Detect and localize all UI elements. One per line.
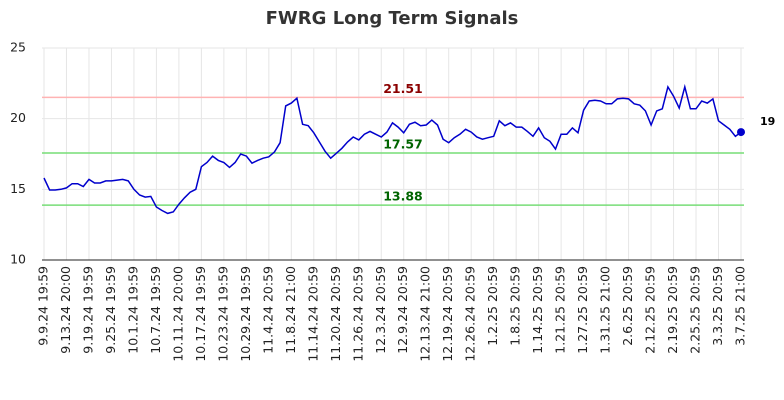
- x-tick-label: 9.25.24 19:59: [103, 266, 118, 354]
- x-tick-label: 12.26.24 20:59: [463, 266, 478, 362]
- last-point: [737, 128, 745, 137]
- x-tick-label: 3.7.25 21:00: [733, 266, 748, 346]
- x-tick-label: 2.19.25 20:59: [665, 266, 680, 354]
- x-tick-label: 10.29.24 19:59: [238, 266, 253, 362]
- reference-label: 17.57: [383, 137, 423, 152]
- x-tick-label: 12.3.24 20:59: [373, 266, 388, 354]
- x-tick-label: 10.23.24 19:59: [215, 266, 230, 362]
- reference-label: 13.88: [383, 189, 423, 204]
- x-tick-label: 10.1.24 19:59: [125, 266, 140, 354]
- x-tick-label: 11.4.24 20:59: [260, 266, 275, 354]
- y-tick-label: 25: [10, 40, 26, 55]
- x-tick-label: 9.13.24 20:00: [58, 266, 73, 354]
- x-tick-label: 10.17.24 19:59: [193, 266, 208, 362]
- y-tick-label: 10: [10, 252, 26, 267]
- x-tick-label: 2.6.25 20:59: [620, 266, 635, 346]
- chart-title: FWRG Long Term Signals: [266, 8, 519, 29]
- x-tick-label: 10.11.24 20:00: [170, 266, 185, 362]
- x-tick-label: 10.7.24 19:59: [148, 266, 163, 354]
- x-tick-label: 12.19.24 20:59: [440, 266, 455, 362]
- x-tick-label: 9.19.24 19:59: [80, 266, 95, 354]
- x-tick-label: 2.25.25 20:59: [688, 266, 703, 354]
- x-tick-label: 1.14.25 20:59: [530, 266, 545, 354]
- last-value-label: 19: [760, 115, 775, 128]
- y-tick-label: 15: [10, 181, 26, 196]
- x-tick-label: 1.31.25 21:00: [598, 266, 613, 354]
- x-tick-label: 3.3.25 20:59: [710, 266, 725, 346]
- x-tick-label: 9.9.24 19:59: [36, 266, 51, 346]
- x-tick-label: 11.26.24 20:59: [350, 266, 365, 362]
- y-tick-label: 20: [10, 110, 26, 125]
- x-tick-label: 1.21.25 20:59: [553, 266, 568, 354]
- x-tick-label: 2.12.25 20:59: [643, 266, 658, 354]
- x-tick-label: 11.14.24 20:59: [305, 266, 320, 362]
- x-tick-label: 1.27.25 20:59: [575, 266, 590, 354]
- x-tick-label: 12.9.24 20:59: [395, 266, 410, 354]
- x-tick-label: 11.20.24 20:59: [328, 266, 343, 362]
- x-tick-label: 1.8.25 20:59: [508, 266, 523, 346]
- x-tick-label: 11.8.24 21:00: [283, 266, 298, 354]
- price-line: [43, 83, 742, 215]
- x-tick-label: 12.13.24 21:00: [418, 266, 433, 362]
- reference-label: 21.51: [383, 81, 423, 96]
- x-tick-label: 1.2.25 20:59: [485, 266, 500, 346]
